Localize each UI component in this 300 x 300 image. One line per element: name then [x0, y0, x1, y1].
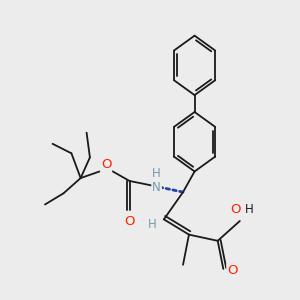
Text: H: H: [152, 167, 161, 180]
Text: O: O: [231, 203, 241, 216]
Text: H: H: [245, 203, 254, 216]
Text: O: O: [101, 158, 111, 171]
Text: H: H: [148, 218, 157, 231]
Text: O: O: [227, 265, 238, 278]
Text: O: O: [124, 215, 135, 228]
Text: N: N: [152, 181, 161, 194]
